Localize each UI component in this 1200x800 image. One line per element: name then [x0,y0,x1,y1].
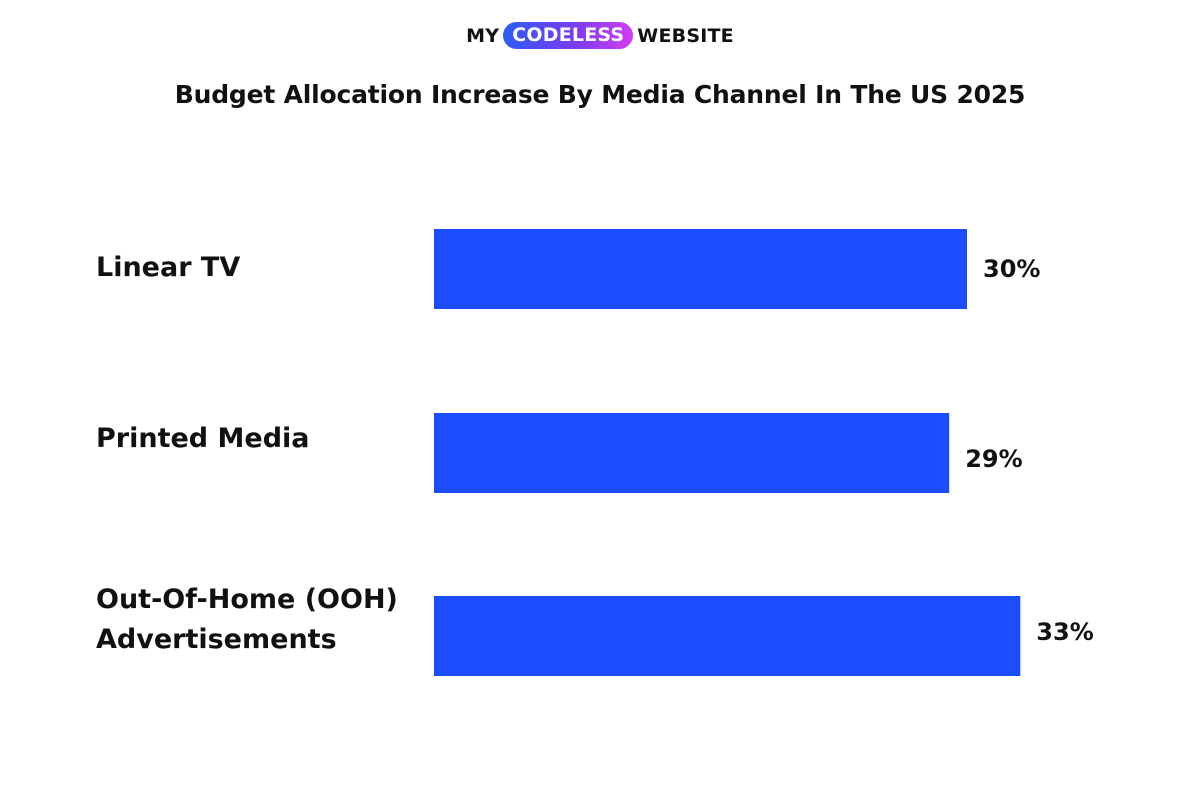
value-label-1: 29% [965,445,1022,473]
category-label-1: Printed Media [96,423,310,454]
value-label-0: 30% [983,255,1040,283]
logo-text-website: WEBSITE [637,24,734,47]
brand-logo: MY CODELESS WEBSITE [0,22,1200,49]
logo-text-codeless: CODELESS [503,22,634,49]
category-label-0: Linear TV [96,252,240,283]
bar-1 [434,413,950,493]
category-label-2-line-1: Advertisements [96,624,337,655]
bar-0 [434,229,967,309]
bar-2 [434,596,1021,676]
category-label-2-line-0: Out-Of-Home (OOH) [96,584,398,615]
chart-title: Budget Allocation Increase By Media Chan… [174,80,1026,109]
logo-text-my: MY [466,24,500,47]
value-label-2: 33% [1036,618,1093,646]
